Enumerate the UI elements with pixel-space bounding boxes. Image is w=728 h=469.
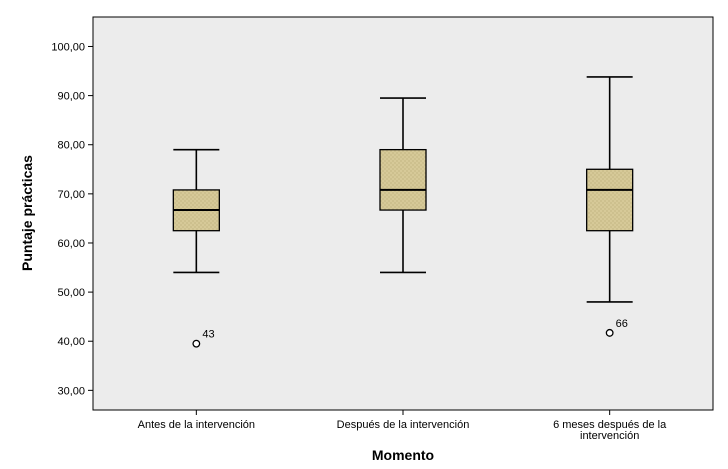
outlier-label: 66 — [616, 318, 628, 330]
x-category-label-line: Antes de la intervención — [138, 419, 255, 431]
box-group — [379, 97, 427, 274]
x-category-label: Antes de la intervención — [138, 419, 255, 431]
y-tick-label: 70,00 — [57, 189, 85, 201]
x-category-label: 6 meses después de la intervención — [553, 419, 667, 442]
y-tick-label: 40,00 — [57, 336, 85, 348]
outlier-point — [605, 328, 614, 337]
iqr-box — [379, 148, 427, 211]
y-tick-label: 30,00 — [57, 385, 85, 397]
iqr-box — [586, 168, 634, 232]
x-axis-title: Momento — [372, 447, 434, 463]
box-group: 43 — [172, 148, 220, 348]
x-category-label-line: Después de la intervención — [337, 419, 470, 431]
outlier-label: 43 — [202, 329, 214, 341]
x-axis: Antes de la intervención Después de la in… — [138, 410, 667, 442]
y-tick-label: 100,00 — [51, 41, 85, 53]
boxes: 43 66 — [172, 76, 634, 348]
y-tick-label: 90,00 — [57, 91, 85, 103]
x-category-label-line: 6 meses después de la — [553, 419, 667, 431]
y-tick-label: 80,00 — [57, 140, 85, 152]
box-group: 66 — [586, 76, 634, 337]
x-category-label: Después de la intervención — [337, 419, 470, 431]
y-tick-label: 50,00 — [57, 287, 85, 299]
x-category-label-line: intervención — [580, 430, 639, 442]
y-tick-label: 60,00 — [57, 238, 85, 250]
y-axis: 30,00 40,00 50,00 60,00 70,00 80,00 90,00 100,0… — [51, 41, 93, 397]
y-axis-title: Puntaje prácticas — [19, 155, 35, 271]
outlier-point — [192, 339, 201, 348]
